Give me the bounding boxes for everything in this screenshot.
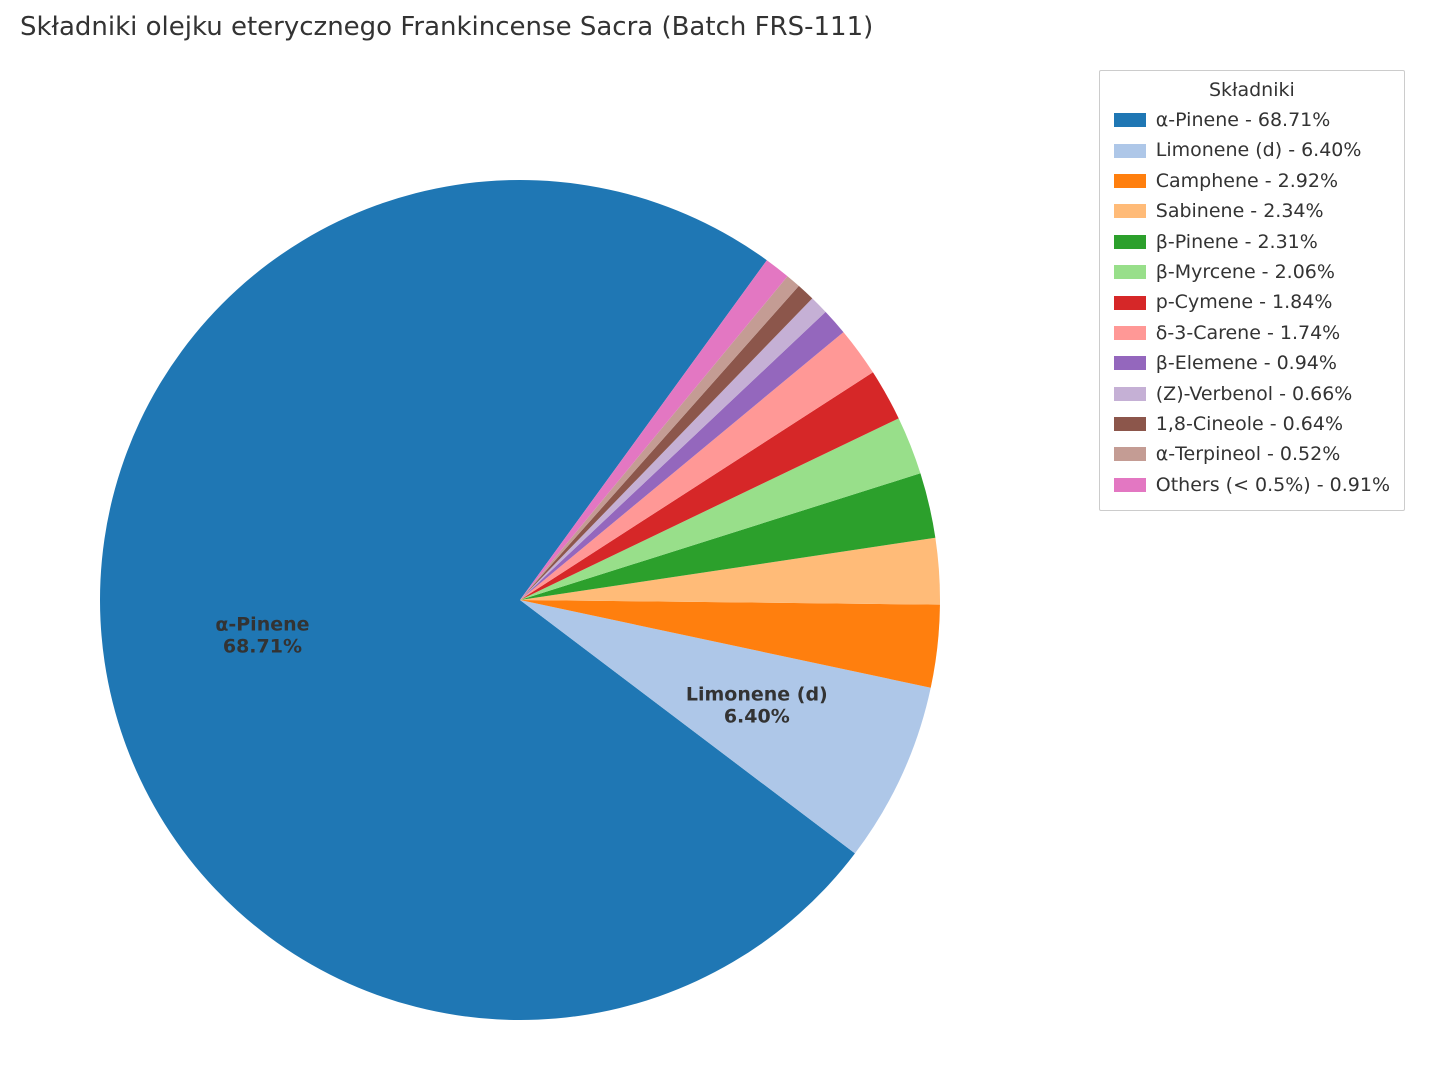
legend-label: 1,8-Cineole - 0.64% — [1156, 409, 1343, 439]
legend-item: Sabinene - 2.34% — [1114, 196, 1390, 226]
legend-item: β-Pinene - 2.31% — [1114, 227, 1390, 257]
legend-label: β-Elemene - 0.94% — [1156, 348, 1337, 378]
legend-item: (Z)-Verbenol - 0.66% — [1114, 379, 1390, 409]
slice-label: Limonene (d) — [686, 683, 828, 705]
legend-swatch — [1114, 235, 1146, 249]
legend-item: p-Cymene - 1.84% — [1114, 287, 1390, 317]
legend-swatch — [1114, 265, 1146, 279]
legend-swatch — [1114, 478, 1146, 492]
slice-value: 6.40% — [724, 705, 790, 727]
legend-swatch — [1114, 447, 1146, 461]
legend-swatch — [1114, 144, 1146, 158]
legend-label: Camphene - 2.92% — [1156, 166, 1338, 196]
legend-label: α-Terpineol - 0.52% — [1156, 439, 1341, 469]
legend-item: β-Myrcene - 2.06% — [1114, 257, 1390, 287]
legend-swatch — [1114, 356, 1146, 370]
legend-label: Others (< 0.5%) - 0.91% — [1156, 470, 1390, 500]
chart-title: Składniki olejku eterycznego Frankincens… — [20, 12, 873, 42]
legend-label: p-Cymene - 1.84% — [1156, 287, 1333, 317]
legend-swatch — [1114, 174, 1146, 188]
legend-label: β-Myrcene - 2.06% — [1156, 257, 1335, 287]
legend-swatch — [1114, 296, 1146, 310]
legend-swatch — [1114, 417, 1146, 431]
legend-item: 1,8-Cineole - 0.64% — [1114, 409, 1390, 439]
legend-label: Limonene (d) - 6.40% — [1156, 135, 1362, 165]
legend-item: δ-3-Carene - 1.74% — [1114, 318, 1390, 348]
legend: Składniki α-Pinene - 68.71%Limonene (d) … — [1099, 70, 1405, 511]
legend-item: Others (< 0.5%) - 0.91% — [1114, 470, 1390, 500]
legend-item: β-Elemene - 0.94% — [1114, 348, 1390, 378]
legend-label: β-Pinene - 2.31% — [1156, 227, 1318, 257]
legend-item: α-Pinene - 68.71% — [1114, 105, 1390, 135]
legend-label: (Z)-Verbenol - 0.66% — [1156, 379, 1353, 409]
slice-value: 68.71% — [223, 635, 302, 657]
legend-swatch — [1114, 326, 1146, 340]
legend-item: Camphene - 2.92% — [1114, 166, 1390, 196]
legend-swatch — [1114, 204, 1146, 218]
legend-item: Limonene (d) - 6.40% — [1114, 135, 1390, 165]
legend-title: Składniki — [1114, 79, 1390, 101]
legend-label: δ-3-Carene - 1.74% — [1156, 318, 1340, 348]
legend-swatch — [1114, 113, 1146, 127]
legend-label: α-Pinene - 68.71% — [1156, 105, 1331, 135]
legend-item: α-Terpineol - 0.52% — [1114, 439, 1390, 469]
legend-swatch — [1114, 387, 1146, 401]
legend-label: Sabinene - 2.34% — [1156, 196, 1324, 226]
slice-label: α-Pinene — [215, 613, 309, 635]
